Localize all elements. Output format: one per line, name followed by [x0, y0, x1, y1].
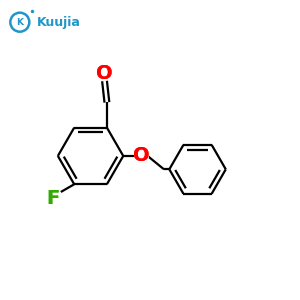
- Text: F: F: [46, 189, 59, 208]
- Text: K: K: [16, 18, 23, 27]
- Text: O: O: [134, 146, 150, 165]
- Text: F: F: [46, 189, 59, 208]
- Text: Kuujia: Kuujia: [37, 16, 81, 29]
- Text: O: O: [96, 64, 112, 83]
- Circle shape: [135, 149, 148, 163]
- Circle shape: [98, 67, 111, 80]
- Text: O: O: [96, 64, 112, 83]
- Circle shape: [46, 192, 59, 205]
- Text: O: O: [134, 146, 150, 165]
